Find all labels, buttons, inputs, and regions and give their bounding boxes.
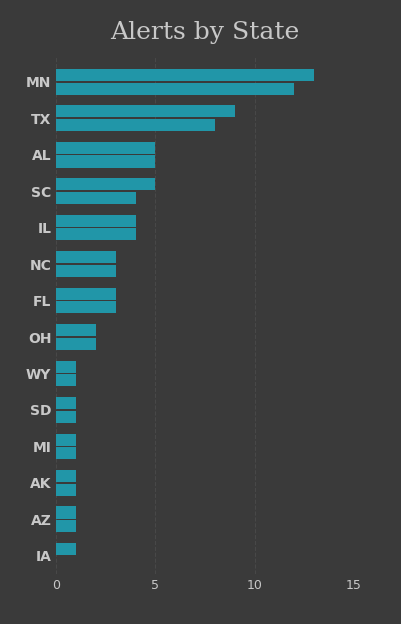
- Bar: [56, 192, 135, 204]
- Bar: [56, 69, 313, 81]
- Bar: [56, 507, 76, 519]
- Bar: [56, 288, 115, 300]
- Bar: [56, 374, 76, 386]
- Bar: [56, 411, 76, 423]
- Bar: [56, 228, 135, 240]
- Bar: [56, 338, 96, 350]
- Bar: [56, 178, 155, 190]
- Bar: [56, 470, 76, 482]
- Bar: [56, 155, 155, 167]
- Bar: [56, 105, 234, 117]
- Bar: [56, 543, 76, 555]
- Bar: [56, 119, 215, 131]
- Bar: [56, 484, 76, 496]
- Bar: [56, 447, 76, 459]
- Bar: [56, 361, 76, 373]
- Bar: [56, 142, 155, 154]
- Bar: [56, 397, 76, 409]
- Title: Alerts by State: Alerts by State: [110, 21, 299, 44]
- Bar: [56, 215, 135, 227]
- Bar: [56, 251, 115, 263]
- Bar: [56, 301, 115, 313]
- Bar: [56, 265, 115, 277]
- Bar: [56, 82, 294, 95]
- Bar: [56, 434, 76, 446]
- Bar: [56, 324, 96, 336]
- Bar: [56, 520, 76, 532]
